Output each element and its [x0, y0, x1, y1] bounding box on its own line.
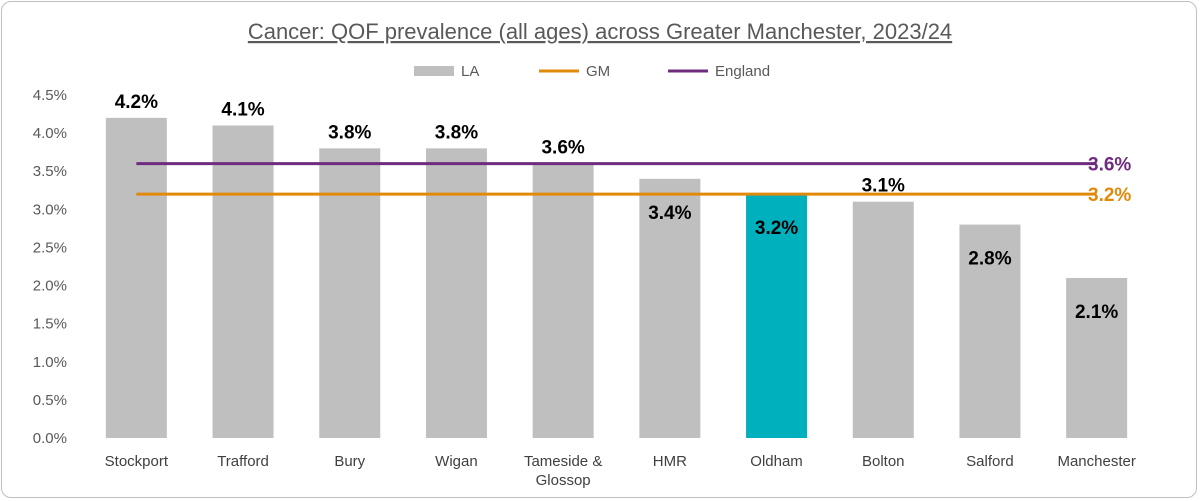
bar: [746, 194, 808, 438]
data-label: 3.2%: [755, 218, 798, 239]
legend-swatch-la: [414, 66, 454, 76]
y-tick-label: 1.5%: [33, 316, 67, 333]
y-axis: 0.0% 0.5% 1.0% 1.5% 2.0% 2.5% 3.0% 3.5% 4.0% 4.5%: [33, 87, 67, 447]
x-tick-label: Wigan: [435, 453, 478, 470]
x-tick-label: HMR: [653, 453, 687, 470]
legend-label-la: LA: [461, 63, 479, 80]
data-labels: 4.2% 4.1% 3.8% 3.8% 3.6% 3.4% 3.2% 3.1% 2.8% 2.1%: [115, 92, 1119, 323]
x-tick-label: Bury: [334, 453, 365, 470]
y-tick-label: 3.0%: [33, 201, 67, 218]
data-label: 4.2%: [115, 92, 158, 113]
data-label: 3.6%: [541, 138, 584, 159]
reference-line-label: 3.2%: [1088, 185, 1131, 206]
bar: [1066, 277, 1128, 438]
bars: [105, 117, 1128, 438]
y-tick-label: 2.0%: [33, 278, 67, 295]
data-label: 3.8%: [328, 122, 371, 143]
y-tick-label: 4.5%: [33, 87, 67, 104]
x-axis: Stockport Trafford Bury Wigan Tameside & Glos…: [105, 453, 1136, 489]
bar: [212, 125, 274, 438]
data-label: 3.1%: [862, 176, 905, 197]
reference-line-label: 3.6%: [1088, 155, 1131, 176]
data-label: 3.4%: [648, 203, 691, 224]
bar: [852, 201, 914, 438]
data-label: 2.8%: [968, 249, 1011, 270]
x-tick-label: Trafford: [217, 453, 269, 470]
data-label: 4.1%: [221, 99, 264, 120]
x-tick-label: Salford: [966, 453, 1014, 470]
x-tick-label: Oldham: [750, 453, 803, 470]
bar: [532, 163, 594, 438]
x-tick-label: Glossop: [536, 472, 591, 489]
x-tick-label: Bolton: [862, 453, 905, 470]
y-tick-label: 3.5%: [33, 163, 67, 180]
x-tick-label: Tameside &: [524, 453, 602, 470]
bar: [425, 148, 487, 438]
chart-title: Cancer: QOF prevalence (all ages) across…: [248, 19, 952, 44]
bar: [105, 117, 167, 438]
bar: [959, 224, 1021, 438]
bar: [639, 178, 701, 438]
y-tick-label: 1.0%: [33, 354, 67, 371]
data-label: 2.1%: [1075, 302, 1118, 323]
reference-lines: 3.2% 3.6%: [136, 155, 1131, 206]
legend: LA GM England: [414, 63, 770, 80]
legend-label-gm: GM: [586, 63, 610, 80]
y-tick-label: 4.0%: [33, 125, 67, 142]
bar: [319, 148, 381, 438]
y-tick-label: 0.0%: [33, 430, 67, 447]
x-tick-label: Manchester: [1057, 453, 1135, 470]
legend-label-england: England: [715, 63, 770, 80]
y-tick-label: 0.5%: [33, 392, 67, 409]
y-tick-label: 2.5%: [33, 239, 67, 256]
x-tick-label: Stockport: [105, 453, 169, 470]
data-label: 3.8%: [435, 122, 478, 143]
